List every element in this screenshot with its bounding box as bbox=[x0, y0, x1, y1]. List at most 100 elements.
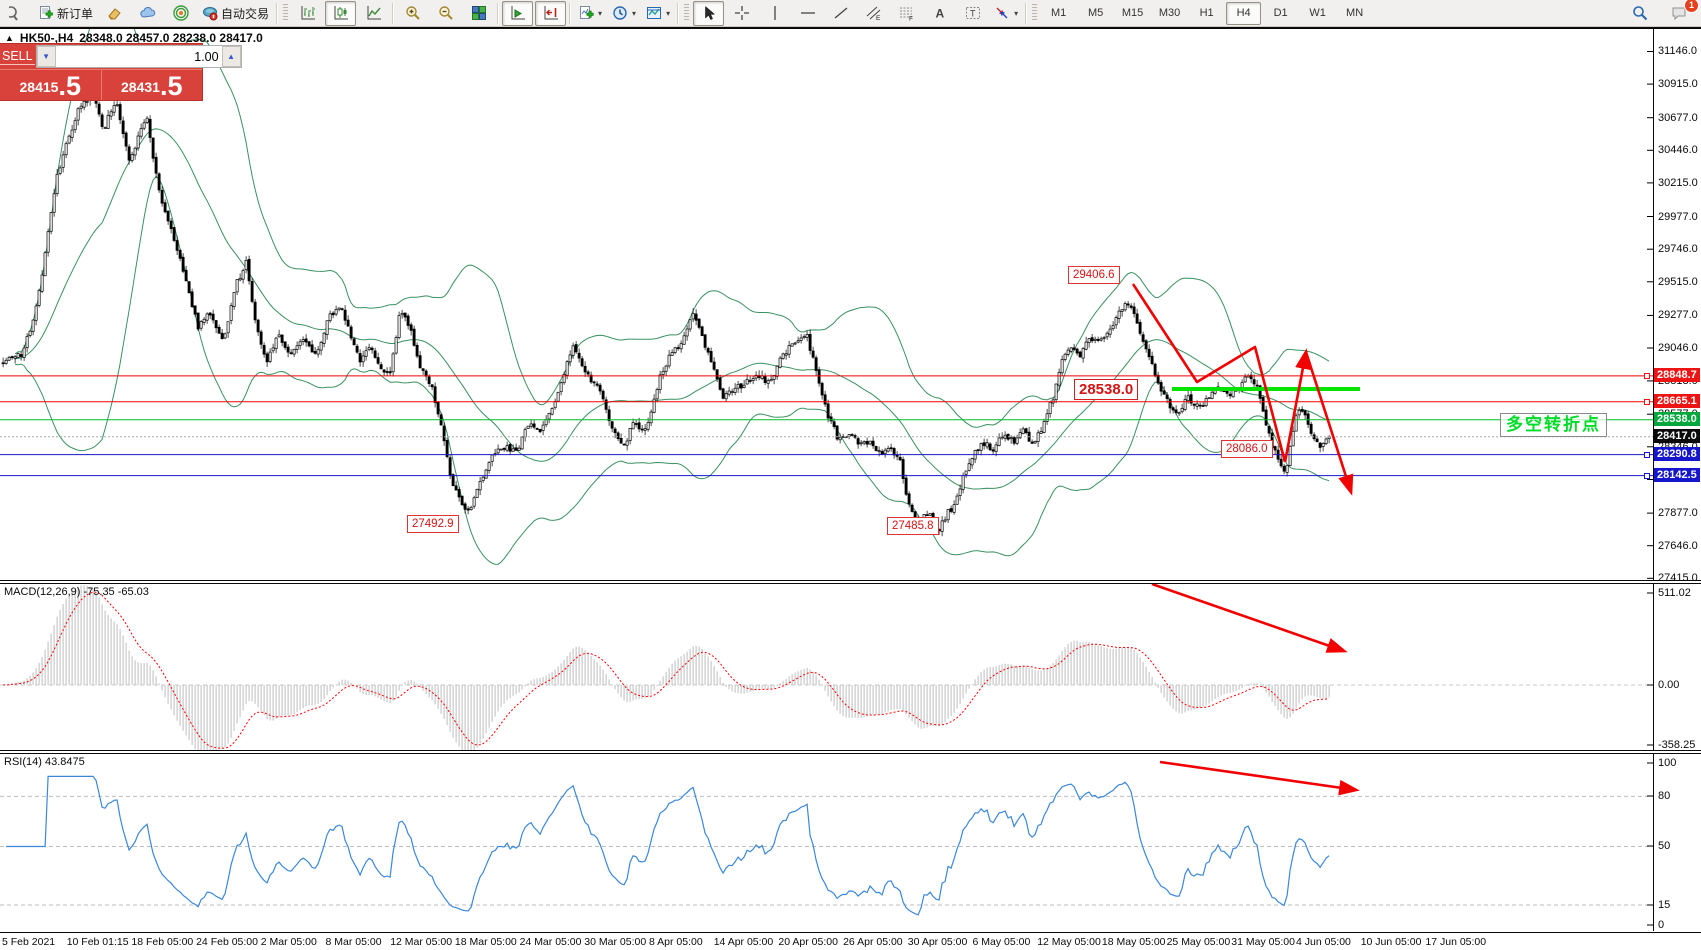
toolbar-separator bbox=[497, 2, 500, 24]
toolbar-separator bbox=[392, 2, 395, 24]
timeframe-m30-button[interactable]: M30 bbox=[1158, 7, 1181, 19]
sell-button[interactable]: SELL bbox=[0, 49, 35, 65]
axis-tick: 27646.0 bbox=[1658, 539, 1698, 552]
trendline-button[interactable] bbox=[825, 1, 856, 26]
channel-icon: E bbox=[866, 5, 882, 21]
line-handle[interactable] bbox=[1644, 398, 1650, 405]
price-annotation[interactable]: 28538.0 bbox=[1074, 379, 1139, 400]
price-annotation[interactable]: 29406.6 bbox=[1068, 266, 1120, 284]
zoom-out-button[interactable] bbox=[430, 1, 461, 26]
timeframe-m1-button[interactable]: M1 bbox=[1050, 7, 1067, 19]
macd-chart-canvas[interactable] bbox=[0, 583, 1654, 750]
indicators-icon bbox=[578, 5, 594, 21]
crosshair-icon bbox=[734, 5, 750, 21]
horizontal-line-button[interactable] bbox=[792, 1, 823, 26]
collapse-arrow-icon[interactable]: ▲ bbox=[5, 33, 14, 43]
time-tick: 31 May 05:00 bbox=[1231, 936, 1295, 948]
sell-price[interactable]: 28415.5 bbox=[0, 70, 102, 100]
equidistant-channel-button[interactable]: E bbox=[858, 1, 889, 26]
templates-button[interactable]: ▾ bbox=[642, 1, 674, 26]
timeframe-h1-button[interactable]: H1 bbox=[1199, 7, 1214, 19]
notification-badge: 1 bbox=[1684, 0, 1699, 13]
auto-scroll-button[interactable] bbox=[502, 0, 534, 26]
symbol-ohlc-bar: ▲ HK50-,H4 28348.0 28457.0 28238.0 28417… bbox=[5, 31, 263, 45]
rsi-panel-separator[interactable] bbox=[0, 750, 1701, 754]
timeframe-mn-button[interactable]: MN bbox=[1346, 7, 1364, 19]
price-annotation[interactable]: 27492.9 bbox=[407, 515, 459, 533]
search-button[interactable] bbox=[1624, 1, 1655, 26]
auto-trading-button[interactable]: 自动交易 bbox=[198, 1, 273, 26]
new-order-button-label: 新订单 bbox=[57, 6, 94, 21]
magnifier-cut-icon[interactable] bbox=[1, 1, 32, 26]
price-tag: 28417.0 bbox=[1654, 428, 1700, 443]
hline-icon bbox=[800, 5, 816, 21]
bar-chart-button[interactable] bbox=[292, 1, 323, 26]
toolbar-grip[interactable] bbox=[283, 4, 289, 22]
timeframe-h4-button[interactable]: H4 bbox=[1226, 1, 1262, 25]
axis-tick: 511.02 bbox=[1658, 587, 1691, 599]
candles-icon bbox=[333, 5, 349, 21]
magnifier-cut-icon bbox=[8, 5, 25, 21]
pivot-note-text[interactable]: 多空转折点 bbox=[1500, 413, 1607, 437]
arrows-button[interactable]: ▾ bbox=[990, 1, 1022, 26]
dropdown-arrow-icon[interactable]: ▾ bbox=[598, 8, 603, 18]
tile-windows-button[interactable] bbox=[463, 1, 494, 26]
toolbar-grip[interactable] bbox=[1032, 4, 1038, 22]
volume-increase-button[interactable]: ▲ bbox=[221, 46, 241, 67]
line-handle[interactable] bbox=[1644, 451, 1650, 458]
dropdown-arrow-icon[interactable]: ▾ bbox=[632, 8, 637, 18]
line-handle[interactable] bbox=[1644, 372, 1650, 379]
cloud-icon bbox=[139, 5, 156, 21]
axis-tick: 31146.0 bbox=[1658, 45, 1697, 58]
trendline-icon bbox=[833, 5, 849, 21]
chart-shift-button[interactable] bbox=[535, 0, 567, 26]
signal-icon[interactable] bbox=[165, 1, 196, 26]
cloud-icon[interactable] bbox=[132, 1, 163, 26]
rsi-chart-canvas[interactable] bbox=[0, 753, 1654, 930]
vertical-line-button[interactable] bbox=[759, 1, 790, 26]
time-tick: 25 May 05:00 bbox=[1166, 936, 1231, 948]
toolbar-separator bbox=[569, 2, 572, 24]
text-label-button[interactable]: T bbox=[957, 1, 988, 26]
price-annotation[interactable]: 28086.0 bbox=[1221, 440, 1273, 458]
macd-panel-separator[interactable] bbox=[0, 580, 1701, 584]
dropdown-arrow-icon[interactable]: ▾ bbox=[666, 8, 671, 18]
time-axis[interactable]: 5 Feb 2021 10 Feb 01:15 18 Feb 05:00 24 Feb… bbox=[0, 932, 1701, 950]
toolbar-right: 1 bbox=[1623, 0, 1701, 26]
timeframe-w1-button[interactable]: W1 bbox=[1309, 7, 1326, 19]
chartshift-icon bbox=[543, 5, 559, 21]
new-order-button[interactable]: 新订单 bbox=[34, 1, 97, 26]
fibonacci-button[interactable]: F bbox=[891, 1, 922, 26]
volume-input[interactable] bbox=[55, 46, 222, 67]
axis-tick: 29046.0 bbox=[1658, 342, 1698, 354]
zoom-in-button[interactable] bbox=[397, 1, 428, 26]
timeframe-m5-button[interactable]: M5 bbox=[1087, 7, 1104, 19]
axis-tick: 29277.0 bbox=[1658, 309, 1698, 322]
auto-trading-button-label: 自动交易 bbox=[221, 6, 270, 21]
arrows-icon bbox=[994, 5, 1010, 21]
line-chart-button[interactable] bbox=[358, 1, 389, 26]
periods-button[interactable]: ▾ bbox=[608, 1, 640, 26]
eraser-icon[interactable] bbox=[99, 1, 130, 26]
notifications-button[interactable]: 1 bbox=[1663, 0, 1699, 26]
main-chart-canvas[interactable] bbox=[0, 29, 1654, 580]
toolbar-grip[interactable] bbox=[684, 4, 690, 22]
buy-price[interactable]: 28431.5 bbox=[121, 71, 183, 101]
crosshair-button[interactable] bbox=[726, 1, 757, 26]
cursor-button[interactable] bbox=[693, 0, 725, 26]
line-handle[interactable] bbox=[1644, 472, 1650, 479]
axis-tick: 30215.0 bbox=[1658, 176, 1698, 189]
indicators-button[interactable]: ▾ bbox=[574, 1, 606, 26]
timeframe-d1-button[interactable]: D1 bbox=[1273, 7, 1288, 19]
candlestick-chart-button[interactable] bbox=[325, 0, 357, 26]
text-button[interactable]: A bbox=[924, 1, 955, 26]
price-annotation[interactable]: 27485.8 bbox=[887, 517, 939, 535]
buy-button[interactable]: BUY bbox=[242, 49, 273, 65]
fibo-icon: F bbox=[899, 5, 915, 21]
axis-tick: 80 bbox=[1658, 790, 1671, 802]
dropdown-arrow-icon[interactable]: ▾ bbox=[1014, 8, 1019, 18]
timeframe-m15-button[interactable]: M15 bbox=[1121, 7, 1144, 19]
time-tick: 30 Mar 05:00 bbox=[584, 936, 647, 948]
time-tick: 2 Mar 05:00 bbox=[260, 936, 317, 948]
volume-decrease-button[interactable]: ▼ bbox=[36, 46, 56, 67]
